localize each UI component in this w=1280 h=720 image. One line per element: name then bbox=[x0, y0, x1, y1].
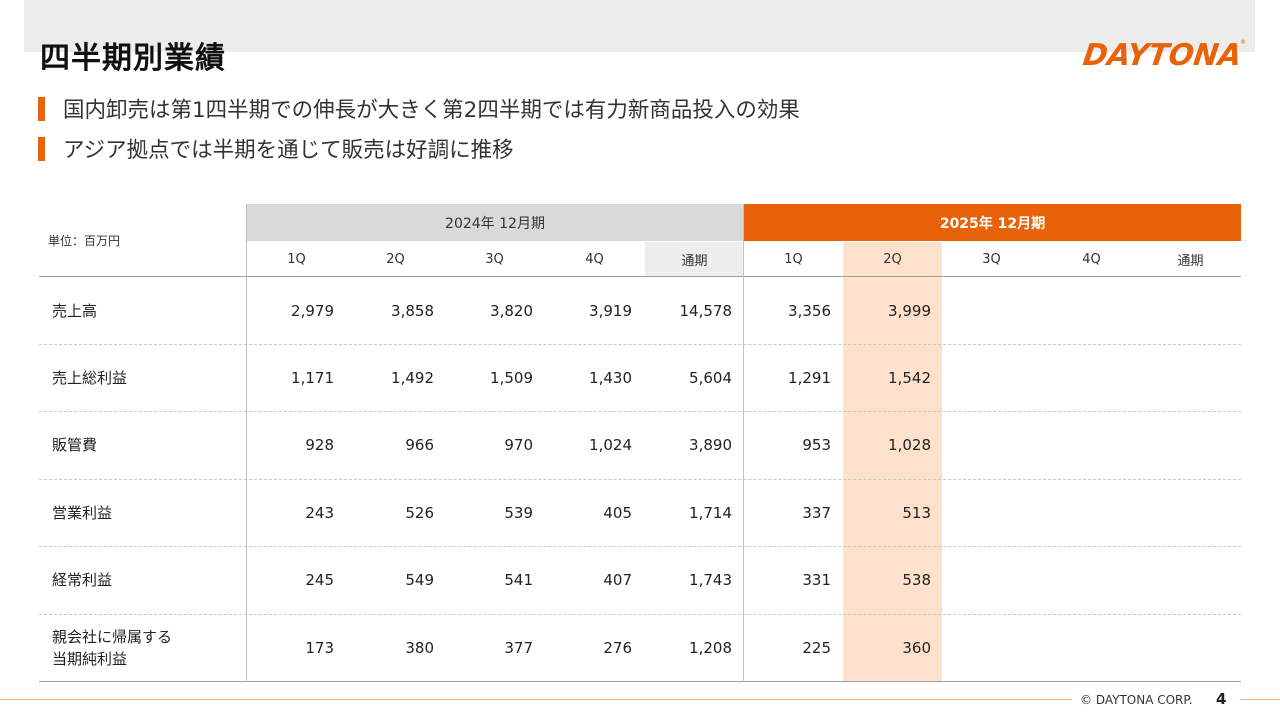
cell: 1,291 bbox=[788, 369, 831, 387]
cell: 928 bbox=[305, 436, 334, 454]
annual-header-highlight bbox=[645, 242, 743, 276]
cell: 331 bbox=[802, 571, 831, 589]
cell: 966 bbox=[405, 436, 434, 454]
cell: 2,979 bbox=[291, 302, 334, 320]
period-header-2025: 2025年 12月期 bbox=[744, 204, 1241, 241]
cell: 377 bbox=[504, 639, 533, 657]
bullet-point-1: 国内卸売は第1四半期での伸長が大きく第2四半期では有力新商品投入の効果 bbox=[38, 93, 800, 124]
bullet-bar bbox=[38, 96, 45, 121]
table-bottom-rule bbox=[39, 681, 1241, 682]
row-label-net-sales: 売上高 bbox=[52, 302, 98, 320]
cell: 970 bbox=[504, 436, 533, 454]
col-header-2024-1q: 1Q bbox=[287, 251, 306, 267]
period-header-2024: 2024年 12月期 bbox=[247, 204, 743, 241]
cell: 1,171 bbox=[291, 369, 334, 387]
cell: 405 bbox=[603, 504, 632, 522]
row-label-sga: 販管費 bbox=[52, 436, 98, 454]
cell: 539 bbox=[504, 504, 533, 522]
col-header-2024-4q: 4Q bbox=[585, 251, 604, 267]
row-divider bbox=[39, 344, 1241, 345]
col-header-2025-1q: 1Q bbox=[784, 251, 803, 267]
cell: 173 bbox=[305, 639, 334, 657]
row-label-operating-profit: 営業利益 bbox=[52, 504, 113, 522]
cell: 513 bbox=[902, 504, 931, 522]
header-band bbox=[24, 0, 1255, 52]
cell: 953 bbox=[802, 436, 831, 454]
cell: 3,356 bbox=[788, 302, 831, 320]
cell: 3,890 bbox=[689, 436, 732, 454]
cell: 407 bbox=[603, 571, 632, 589]
cell: 1,028 bbox=[888, 436, 931, 454]
copyright: © DAYTONA CORP. bbox=[1080, 693, 1193, 707]
page-title: 四半期別業績 bbox=[40, 41, 226, 76]
cell: 243 bbox=[305, 504, 334, 522]
cell: 5,604 bbox=[689, 369, 732, 387]
cell: 225 bbox=[802, 639, 831, 657]
row-label-gross-profit: 売上総利益 bbox=[52, 369, 128, 387]
cell: 1,208 bbox=[689, 639, 732, 657]
row-label-ordinary-profit: 経常利益 bbox=[52, 571, 113, 589]
cell: 3,999 bbox=[888, 302, 931, 320]
cell: 1,492 bbox=[391, 369, 434, 387]
cell: 360 bbox=[902, 639, 931, 657]
cell: 526 bbox=[405, 504, 434, 522]
page-number: 4 bbox=[1216, 690, 1227, 708]
col-header-2025-annual: 通期 bbox=[1177, 253, 1204, 269]
row-label-net-income: 親会社に帰属する 当期純利益 bbox=[52, 626, 172, 670]
row-divider bbox=[39, 411, 1241, 412]
col-header-2025-3q: 3Q bbox=[982, 251, 1001, 267]
cell: 538 bbox=[902, 571, 931, 589]
col-header-2025-2q: 2Q bbox=[883, 251, 902, 267]
svg-text:®: ® bbox=[1240, 39, 1246, 46]
row-divider bbox=[39, 479, 1241, 480]
cell: 1,024 bbox=[589, 436, 632, 454]
current-quarter-highlight bbox=[843, 242, 942, 682]
bullet-text-2: アジア拠点では半期を通じて販売は好調に推移 bbox=[63, 138, 514, 163]
cell: 337 bbox=[802, 504, 831, 522]
cell: 14,578 bbox=[679, 302, 733, 320]
row-label-line-2: 当期純利益 bbox=[52, 650, 128, 668]
cell: 1,743 bbox=[689, 571, 732, 589]
cell: 541 bbox=[504, 571, 533, 589]
col-header-2024-3q: 3Q bbox=[485, 251, 504, 267]
svg-text:DAYTONA: DAYTONA bbox=[1081, 38, 1244, 72]
row-label-line-1: 親会社に帰属する bbox=[52, 628, 173, 646]
unit-label: 単位：百万円 bbox=[48, 234, 121, 248]
footer-rule bbox=[1240, 699, 1280, 700]
cell: 3,858 bbox=[391, 302, 434, 320]
cell: 1,542 bbox=[888, 369, 931, 387]
cell: 549 bbox=[405, 571, 434, 589]
header-rule bbox=[39, 276, 1241, 277]
period-divider bbox=[743, 204, 744, 682]
bullet-point-2: アジア拠点では半期を通じて販売は好調に推移 bbox=[38, 133, 514, 164]
col-header-2024-annual: 通期 bbox=[681, 253, 708, 269]
row-divider bbox=[39, 614, 1241, 615]
bullet-text-1: 国内卸売は第1四半期での伸長が大きく第2四半期では有力新商品投入の効果 bbox=[63, 98, 800, 123]
cell: 1,509 bbox=[490, 369, 533, 387]
footer-rule bbox=[0, 699, 1072, 700]
cell: 245 bbox=[305, 571, 334, 589]
cell: 276 bbox=[603, 639, 632, 657]
cell: 1,714 bbox=[689, 504, 732, 522]
cell: 3,820 bbox=[490, 302, 533, 320]
cell: 1,430 bbox=[589, 369, 632, 387]
cell: 380 bbox=[405, 639, 434, 657]
cell: 3,919 bbox=[589, 302, 632, 320]
daytona-logo: DAYTONA ® bbox=[1081, 38, 1246, 72]
bullet-bar bbox=[38, 136, 45, 161]
label-column-divider bbox=[246, 204, 247, 682]
row-divider bbox=[39, 546, 1241, 547]
col-header-2025-4q: 4Q bbox=[1082, 251, 1101, 267]
col-header-2024-2q: 2Q bbox=[386, 251, 405, 267]
